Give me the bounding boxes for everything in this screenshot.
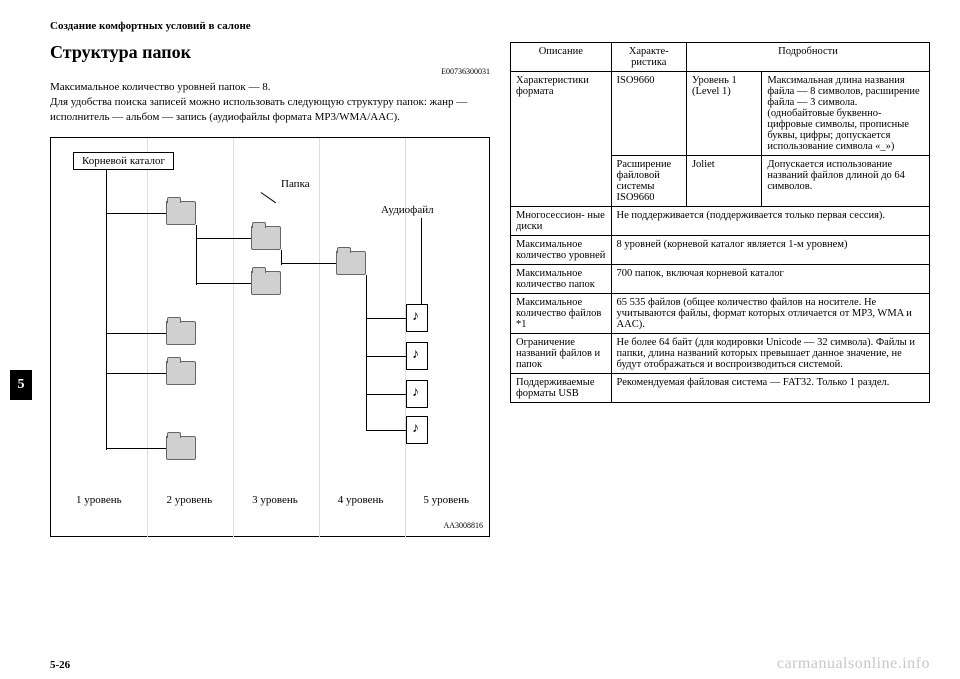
- table-cell: Максимальное количество файлов *1: [511, 294, 612, 334]
- doc-id: E00736300031: [50, 67, 490, 76]
- level-label: 4 уровень: [318, 494, 404, 506]
- table-cell: Поддерживаемые форматы USB: [511, 374, 612, 403]
- folder-structure-diagram: Корневой каталог Папка Аудиофайл: [50, 137, 490, 537]
- spec-table: Описание Характе- ристика Подробности Ха…: [510, 42, 930, 403]
- level-label: 1 уровень: [51, 494, 147, 506]
- table-cell: Рекомендуемая файловая система — FAT32. …: [611, 374, 929, 403]
- section-header: Создание комфортных условий в салоне: [50, 20, 930, 32]
- level-label: 3 уровень: [232, 494, 318, 506]
- table-cell: Joliet: [686, 156, 761, 207]
- table-header-row: Описание Характе- ристика Подробности: [511, 43, 930, 72]
- folder-icon: [166, 321, 196, 345]
- intro-line: Для удобства поиска записей можно исполь…: [50, 96, 467, 123]
- audiofile-icon: [406, 342, 428, 370]
- intro-text: Максимальное количество уровней папок — …: [50, 80, 490, 125]
- level-labels-row: 1 уровень 2 уровень 3 уровень 4 уровень …: [51, 494, 489, 506]
- watermark: carmanualsonline.info: [777, 655, 930, 673]
- table-cell: Максимальное количество уровней: [511, 236, 612, 265]
- table-row: Максимальное количество файлов *1 65 535…: [511, 294, 930, 334]
- table-row: Ограничение названий файлов и папок Не б…: [511, 334, 930, 374]
- page-title: Структура папок: [50, 42, 490, 63]
- audiofile-icon: [406, 416, 428, 444]
- table-cell: 700 папок, включая корневой каталог: [611, 265, 929, 294]
- table-cell: Не поддерживается (поддерживается только…: [611, 207, 929, 236]
- audiofile-icon: [406, 380, 428, 408]
- table-row: Максимальное количество уровней 8 уровне…: [511, 236, 930, 265]
- table-cell: 8 уровней (корневой каталог является 1-м…: [611, 236, 929, 265]
- level-label: 5 уровень: [403, 494, 489, 506]
- root-catalog-label: Корневой каталог: [73, 152, 174, 170]
- folder-icon: [166, 201, 196, 225]
- table-cell: ISO9660: [611, 72, 686, 156]
- folder-icon: [166, 436, 196, 460]
- table-cell: Расширение файловой системы ISO9660: [611, 156, 686, 207]
- table-cell: Ограничение названий файлов и папок: [511, 334, 612, 374]
- table-cell: Многосессион- ные диски: [511, 207, 612, 236]
- folder-label: Папка: [281, 178, 310, 190]
- folder-icon: [251, 226, 281, 250]
- table-cell: Максимальная длина названия файла — 8 си…: [762, 72, 930, 156]
- audiofile-label: Аудиофайл: [381, 204, 434, 216]
- table-cell: Максимальное количество папок: [511, 265, 612, 294]
- table-cell: 65 535 файлов (общее количество файлов н…: [611, 294, 929, 334]
- level-label: 2 уровень: [147, 494, 233, 506]
- table-cell: Уровень 1 (Level 1): [686, 72, 761, 156]
- left-column: Структура папок E00736300031 Максимально…: [50, 42, 490, 537]
- table-cell: Допускается использование названий файло…: [762, 156, 930, 207]
- table-header: Подробности: [686, 43, 929, 72]
- folder-icon: [166, 361, 196, 385]
- table-row: Характеристики формата ISO9660 Уровень 1…: [511, 72, 930, 156]
- table-header: Характе- ристика: [611, 43, 686, 72]
- folder-icon: [251, 271, 281, 295]
- table-row: Многосессион- ные диски Не поддерживаетс…: [511, 207, 930, 236]
- table-row: Поддерживаемые форматы USB Рекомендуемая…: [511, 374, 930, 403]
- page-number: 5-26: [50, 659, 70, 671]
- audiofile-icon: [406, 304, 428, 332]
- diagram-code: AA3008816: [443, 521, 483, 530]
- right-column: Описание Характе- ристика Подробности Ха…: [510, 42, 930, 537]
- chapter-tab: 5: [10, 370, 32, 400]
- folder-icon: [336, 251, 366, 275]
- intro-line: Максимальное количество уровней папок — …: [50, 81, 271, 93]
- table-header: Описание: [511, 43, 612, 72]
- table-row: Максимальное количество папок 700 папок,…: [511, 265, 930, 294]
- table-cell: Характеристики формата: [511, 72, 612, 207]
- table-cell: Не более 64 байт (для кодировки Unicode …: [611, 334, 929, 374]
